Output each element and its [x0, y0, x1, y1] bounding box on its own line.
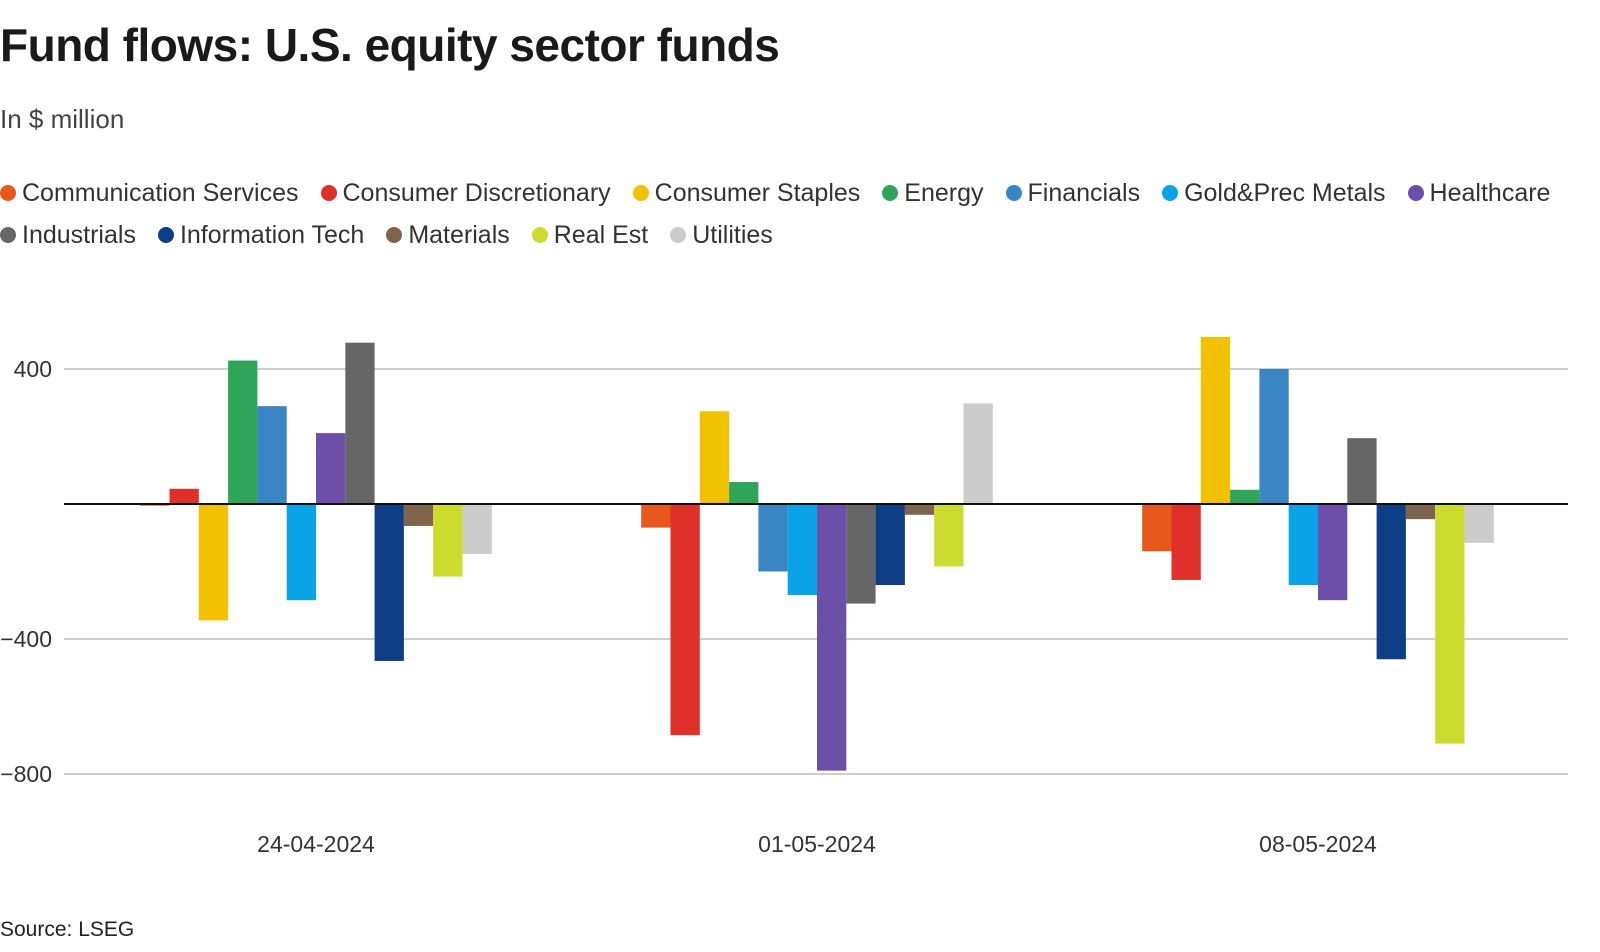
bar — [846, 504, 876, 604]
bar — [1230, 489, 1260, 504]
y-tick-label: −800 — [0, 761, 52, 787]
legend-item: Consumer Discretionary — [320, 178, 611, 208]
bar — [169, 488, 199, 504]
legend-swatch — [882, 185, 899, 201]
bar — [934, 504, 964, 567]
legend-swatch — [531, 227, 548, 243]
bar — [963, 403, 993, 504]
legend-swatch — [1407, 185, 1424, 201]
legend-swatch — [0, 185, 16, 201]
bar — [817, 504, 847, 771]
bar — [1200, 336, 1231, 504]
x-tick-label: 08-05-2024 — [1259, 831, 1377, 857]
legend-label: Real Est — [553, 221, 649, 249]
legend-label: Information Tech — [179, 221, 365, 249]
bar — [758, 504, 788, 572]
legend-item: Energy — [882, 178, 984, 208]
legend-item: Healthcare — [1407, 178, 1551, 208]
legend-label: Industrials — [22, 221, 136, 249]
bar — [641, 504, 671, 528]
legend-item: Industrials — [0, 220, 136, 250]
bar — [1464, 504, 1494, 543]
bar — [198, 504, 229, 621]
legend-swatch — [157, 227, 174, 243]
legend-label: Healthcare — [1429, 179, 1551, 207]
bar — [1288, 504, 1318, 585]
bar — [316, 433, 346, 504]
bar-chart: 400 −400 −800 24-04-2024 01-05-2024 08-05-20… — [0, 336, 1568, 857]
gridlines — [64, 368, 1568, 775]
legend-label: Consumer Staples — [654, 179, 861, 207]
legend-label: Financials — [1027, 179, 1141, 207]
legend-item: Financials — [1005, 178, 1141, 208]
bar — [729, 482, 759, 504]
chart-subtitle: In $ million — [0, 104, 125, 134]
legend-swatch — [1005, 185, 1022, 201]
bar — [670, 504, 700, 736]
bar — [462, 504, 492, 554]
legend-swatch — [386, 227, 403, 243]
y-tick-label: 400 — [14, 356, 52, 382]
legend-item: Real Est — [531, 220, 649, 250]
bar — [345, 342, 375, 504]
bar — [403, 504, 434, 526]
bar — [1405, 504, 1436, 520]
legend-item: Information Tech — [157, 220, 365, 250]
x-axis-ticks: 24-04-2024 01-05-2024 08-05-2024 — [257, 831, 1377, 857]
x-tick-label: 01-05-2024 — [758, 831, 876, 857]
legend-label: Gold&Prec Metals — [1184, 179, 1386, 207]
bar — [257, 406, 287, 504]
y-tick-label: −400 — [0, 626, 52, 652]
bar — [875, 504, 905, 585]
legend: Communication Services Consumer Discretio… — [0, 178, 1580, 250]
legend-swatch — [320, 185, 337, 201]
legend-label: Consumer Discretionary — [342, 179, 611, 207]
bar — [374, 504, 404, 661]
legend-item: Gold&Prec Metals — [1162, 178, 1386, 208]
bar — [1171, 504, 1201, 580]
legend-label: Utilities — [692, 221, 773, 249]
bar — [228, 360, 258, 504]
legend-swatch — [0, 227, 16, 243]
legend-label: Energy — [904, 179, 984, 207]
bar — [787, 504, 817, 596]
legend-item: Materials — [386, 220, 510, 250]
legend-swatch — [670, 227, 687, 243]
y-axis-ticks: 400 −400 −800 — [0, 356, 52, 787]
x-tick-label: 24-04-2024 — [257, 831, 375, 857]
bar — [1142, 504, 1172, 552]
chart-title: Fund flows: U.S. equity sector funds — [0, 19, 780, 71]
legend-label: Communication Services — [22, 179, 299, 207]
bar — [699, 411, 730, 504]
legend-swatch — [1162, 185, 1179, 201]
legend-item: Communication Services — [0, 178, 299, 208]
legend-item: Utilities — [670, 220, 773, 250]
bar — [1435, 504, 1465, 744]
legend-item: Consumer Staples — [632, 178, 861, 208]
bar — [286, 504, 316, 601]
bar — [1347, 438, 1377, 504]
legend-label: Materials — [408, 221, 510, 249]
bar — [1376, 504, 1406, 660]
bar — [1259, 369, 1289, 504]
bar — [433, 504, 463, 577]
bar — [1318, 504, 1348, 601]
bar — [904, 504, 935, 515]
legend-swatch — [632, 185, 649, 201]
source-note: Source: LSEG — [0, 918, 135, 941]
bars — [140, 336, 1494, 771]
